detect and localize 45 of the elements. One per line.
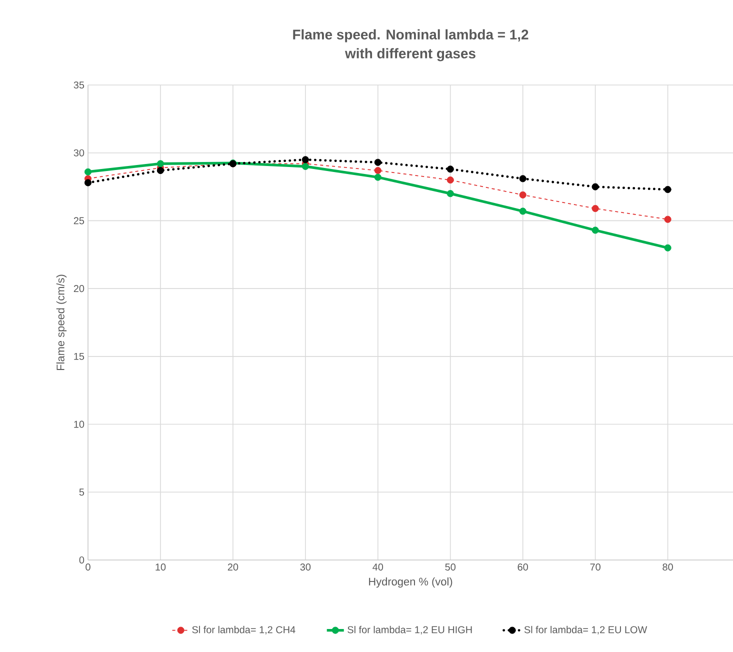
y-tick-label: 35 xyxy=(74,81,84,89)
point xyxy=(84,179,92,186)
x-axis-title: Hydrogen % (vol) xyxy=(369,577,452,588)
y-tick-label: 25 xyxy=(74,217,84,224)
point xyxy=(156,166,164,174)
y-tick-label: 30 xyxy=(74,149,84,156)
point xyxy=(592,226,599,234)
point xyxy=(374,174,382,181)
point xyxy=(519,208,526,215)
y-axis-title: Flame speed (cm/s) xyxy=(56,274,67,370)
point xyxy=(664,186,672,194)
point xyxy=(519,175,526,182)
point xyxy=(664,216,672,223)
point xyxy=(302,156,309,164)
x-tick-label: 60 xyxy=(518,564,528,571)
x-tick-label: 10 xyxy=(156,564,166,571)
x-tick-label: 70 xyxy=(590,564,600,571)
legend-label: Sl for lambda= 1,2 CH4 xyxy=(192,626,296,634)
point xyxy=(156,160,164,168)
y-tick-label: 10 xyxy=(74,420,84,428)
point xyxy=(664,244,672,252)
point xyxy=(302,162,309,170)
point xyxy=(592,183,599,190)
point xyxy=(519,191,526,198)
x-tick-label: 40 xyxy=(372,564,384,571)
point xyxy=(374,158,382,166)
y-tick-label: 20 xyxy=(74,285,84,292)
point xyxy=(84,168,92,176)
y-tick-label: 15 xyxy=(74,352,84,360)
x-tick-label: 30 xyxy=(300,564,311,571)
x-tick-label: 80 xyxy=(662,564,673,571)
chart-title: Flame speed. Nominal lambda = 1,2 xyxy=(293,29,528,42)
chart-subtitle: with different gases xyxy=(344,48,476,62)
legend-label: Sl for lambda= 1,2 EU HIGH xyxy=(348,626,472,634)
x-tick-label: 20 xyxy=(228,564,238,571)
x-tick-label: 50 xyxy=(445,564,456,571)
point xyxy=(446,190,454,198)
y-tick-label: 5 xyxy=(79,488,84,496)
point xyxy=(592,204,599,212)
y-tick-label: 0 xyxy=(79,556,84,564)
x-tick-label: 0 xyxy=(86,564,90,571)
point xyxy=(446,166,454,173)
point xyxy=(374,166,382,174)
point xyxy=(446,176,454,184)
legend-label: Sl for lambda= 1,2 EU LOW xyxy=(524,626,648,634)
